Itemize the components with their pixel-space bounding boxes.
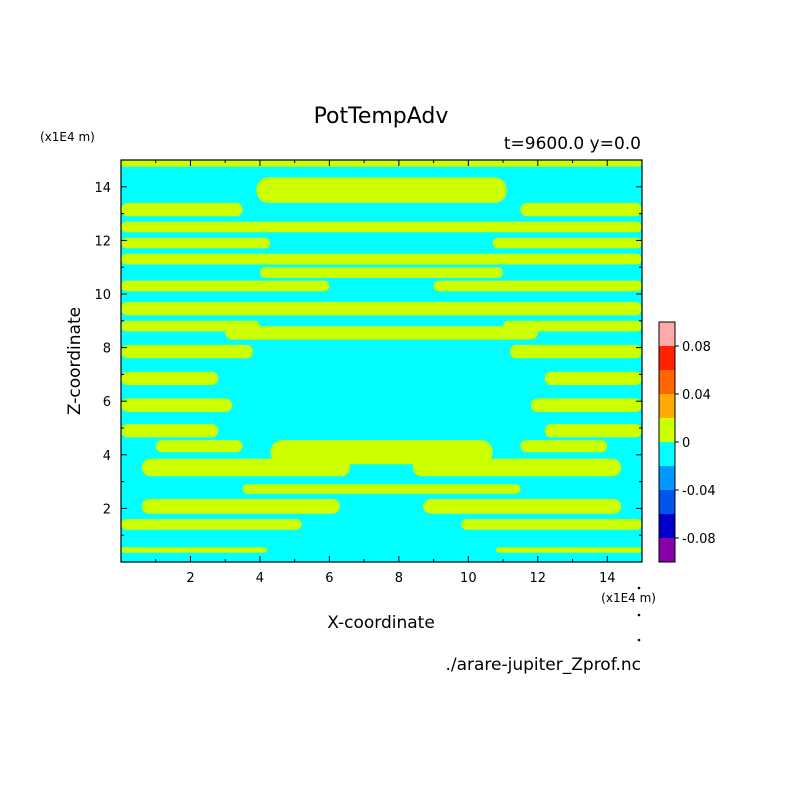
colorbar: 0.08 0.04 0 -0.04 -0.08 xyxy=(658,321,716,563)
x-tick-label: 6 xyxy=(325,571,333,586)
y-tick-label: 14 xyxy=(94,181,111,196)
colorbar-label: -0.04 xyxy=(682,484,716,499)
y-tick-label: 6 xyxy=(103,395,111,410)
positive-advection-band xyxy=(121,280,330,292)
x-tick-label: 2 xyxy=(186,571,194,586)
positive-advection-band xyxy=(121,371,219,386)
colorbar-level xyxy=(659,394,675,418)
contour-plot-area xyxy=(120,159,643,563)
positive-advection-band xyxy=(121,424,219,438)
negative-advection-dome xyxy=(332,496,434,562)
positive-advection-band xyxy=(121,221,642,233)
colorbar-level xyxy=(659,322,675,346)
positive-advection-band xyxy=(121,547,267,553)
positive-advection-band xyxy=(121,202,243,217)
colorbar-label: 0.04 xyxy=(682,388,711,403)
time-position-label: t=9600.0 y=0.0 xyxy=(504,134,641,154)
positive-advection-band xyxy=(259,267,503,278)
positive-advection-band xyxy=(496,547,642,553)
positive-advection-band xyxy=(270,440,493,465)
positive-advection-band xyxy=(121,320,260,332)
x-axis-label: X-coordinate xyxy=(327,613,435,633)
positive-advection-band xyxy=(544,424,642,438)
chart-title: PotTempAdv xyxy=(314,104,449,129)
contour-bands xyxy=(121,160,642,562)
x-tick-label: 10 xyxy=(460,571,477,586)
positive-advection-band xyxy=(433,280,642,292)
positive-advection-band xyxy=(461,519,642,530)
y-axis-unit: (x1E4 m) xyxy=(40,130,95,144)
x-tick-label: 14 xyxy=(599,571,616,586)
colorbar-level xyxy=(659,538,675,562)
positive-advection-band xyxy=(530,398,642,412)
positive-advection-band xyxy=(503,320,642,332)
colorbar-level xyxy=(659,514,675,538)
positive-advection-band xyxy=(510,344,642,359)
x-tick-label: 4 xyxy=(256,571,264,586)
positive-advection-band xyxy=(141,499,340,514)
colorbar-label: 0 xyxy=(682,436,690,451)
positive-advection-band xyxy=(121,519,302,530)
small-marks xyxy=(637,586,641,642)
positive-advection-band xyxy=(121,237,271,249)
positive-advection-band xyxy=(242,484,521,494)
positive-advection-band xyxy=(121,398,233,412)
x-tick-label: 12 xyxy=(530,571,547,586)
x-axis-unit: (x1E4 m) xyxy=(601,591,656,605)
colorbar-label: -0.08 xyxy=(682,532,716,547)
colorbar-label: 0.08 xyxy=(682,340,711,355)
colorbar-level xyxy=(659,418,675,442)
source-file-label: ./arare-jupiter_Zprof.nc xyxy=(445,655,641,675)
positive-advection-band xyxy=(492,237,642,249)
positive-advection-band xyxy=(121,344,253,359)
positive-advection-band xyxy=(423,499,622,514)
y-tick-label: 4 xyxy=(103,449,111,464)
y-axis-ticks: 2 4 6 8 10 12 14 xyxy=(94,159,642,563)
colorbar-level xyxy=(659,466,675,490)
y-axis-label: Z-coordinate xyxy=(65,307,85,415)
colorbar-level xyxy=(659,346,675,370)
x-axis-ticks: 2 4 6 8 10 12 14 xyxy=(120,160,643,586)
positive-advection-band xyxy=(544,371,642,386)
positive-advection-band xyxy=(225,326,538,340)
y-tick-label: 12 xyxy=(94,234,111,249)
plot-frame xyxy=(120,159,643,563)
y-tick-label: 10 xyxy=(94,288,111,303)
positive-advection-band xyxy=(256,177,507,203)
positive-advection-band xyxy=(121,253,642,265)
positive-advection-band xyxy=(155,440,243,453)
y-tick-label: 8 xyxy=(103,342,111,357)
positive-advection-band xyxy=(520,202,642,217)
x-tick-label: 8 xyxy=(395,571,403,586)
colorbar-level xyxy=(659,490,675,514)
colorbar-level xyxy=(659,370,675,394)
positive-advection-band xyxy=(121,160,642,167)
y-tick-label: 2 xyxy=(103,502,111,517)
colorbar-level xyxy=(659,442,675,466)
positive-advection-band xyxy=(520,440,608,453)
positive-advection-band xyxy=(121,302,642,316)
